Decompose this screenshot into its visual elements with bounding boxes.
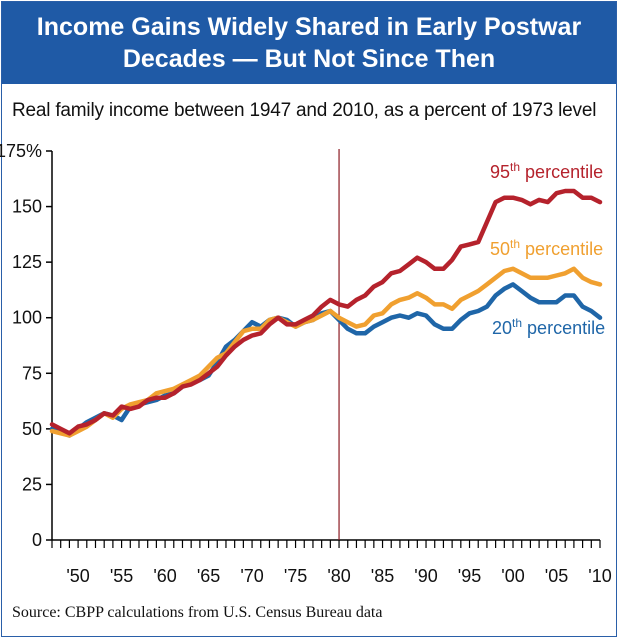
chart-subtitle: Real family income between 1947 and 2010…: [12, 100, 597, 121]
x-tick-label: '10: [588, 566, 611, 586]
series-line-20th-percentile: [49, 282, 603, 438]
x-tick-label: '95: [458, 566, 481, 586]
y-tick-label: 25: [22, 474, 42, 494]
series-label-50th-percentile: 50th percentile: [490, 237, 603, 259]
y-tick-label: 75: [22, 363, 42, 383]
x-tick-label: '65: [197, 566, 220, 586]
y-tick-label: 150: [12, 197, 42, 217]
y-tick-label: 175%: [0, 141, 42, 161]
chart-title-line-2: Decades — But Not Since Then: [122, 45, 496, 73]
y-tick-label: 125: [12, 252, 42, 272]
x-tick-label: '05: [545, 566, 568, 586]
series-layer: [49, 188, 603, 438]
chart-title-line-1: Income Gains Widely Shared in Early Post…: [36, 13, 582, 41]
x-axis: '50 '55 '60 '65 '70 '75 '80 '85 '90 '95 '00 '05 '10: [51, 539, 612, 586]
y-axis: 0 25 50 75 100 125 150 175%: [0, 141, 53, 550]
series-label-layer: 95th percentile 50th percentile 20th perce…: [490, 160, 605, 338]
x-tick-label: '90: [414, 566, 437, 586]
series-label-20th-percentile: 20th percentile: [492, 316, 605, 338]
series-label-95th-percentile: 95th percentile: [490, 160, 603, 182]
y-tick-label: 100: [12, 308, 42, 328]
x-tick-label: '85: [371, 566, 394, 586]
y-tick-label: 50: [22, 419, 42, 439]
x-tick-label: '60: [153, 566, 176, 586]
series-line-95th-percentile: [49, 188, 603, 436]
title-banner: Income Gains Widely Shared in Early Post…: [2, 2, 616, 84]
series-line-50th-percentile: [49, 266, 603, 438]
x-tick-label: '00: [501, 566, 524, 586]
x-tick-label: '70: [240, 566, 263, 586]
y-tick-label: 0: [32, 530, 42, 550]
x-tick-label: '55: [110, 566, 133, 586]
x-tick-label: '50: [66, 566, 89, 586]
source-note: Source: CBPP calculations from U.S. Cens…: [12, 604, 383, 621]
x-tick-label: '75: [284, 566, 307, 586]
x-tick-label: '80: [327, 566, 350, 586]
